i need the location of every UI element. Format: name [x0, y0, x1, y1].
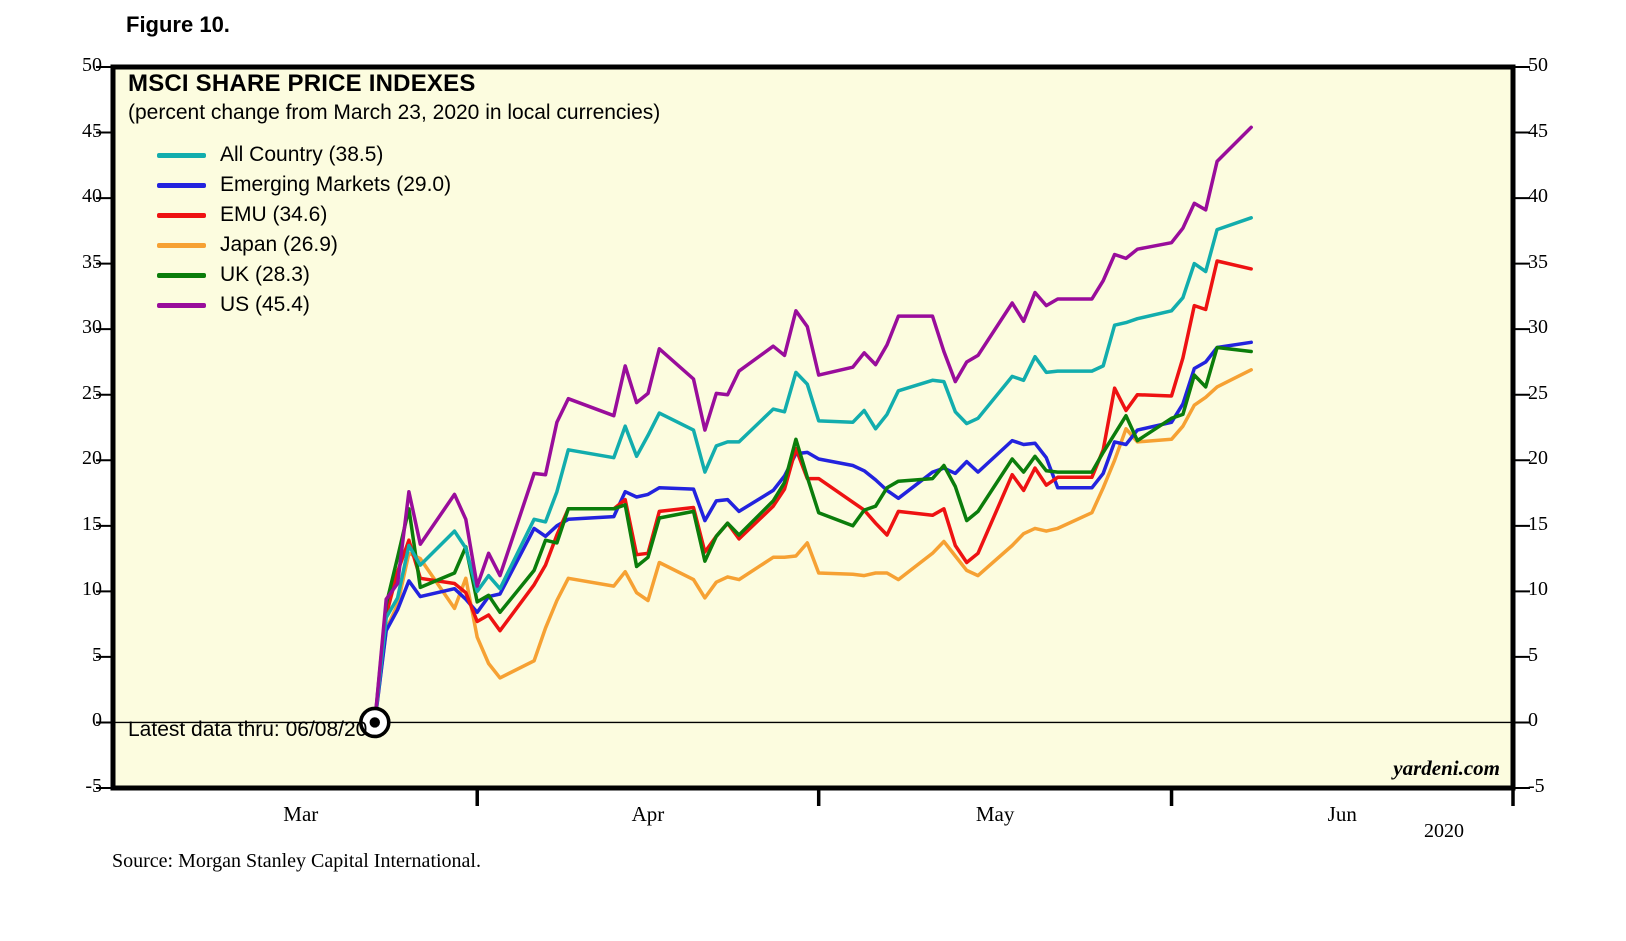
- chart-subtitle: (percent change from March 23, 2020 in l…: [128, 101, 661, 124]
- series-line-japan: [373, 368, 1253, 725]
- legend-swatch-emerging-markets: [157, 182, 206, 188]
- y-tick-label-left: 0: [92, 709, 102, 732]
- plot-background: [113, 67, 1513, 788]
- legend: All Country (38.5) Emerging Markets (29.0…: [157, 140, 451, 320]
- legend-item-all-country: All Country (38.5): [157, 140, 451, 170]
- y-tick-label-left: -5: [85, 775, 102, 797]
- legend-label: All Country (38.5): [220, 143, 384, 166]
- chart-title: MSCI SHARE PRICE INDEXES: [128, 70, 476, 97]
- y-tick-label-right: 15: [1528, 512, 1548, 535]
- legend-swatch-uk: [157, 272, 206, 278]
- x-month-label-mar: Mar: [283, 802, 319, 826]
- y-tick-label-right: -5: [1528, 775, 1545, 797]
- source-note: Source: Morgan Stanley Capital Internati…: [112, 850, 481, 872]
- legend-label: UK (28.3): [220, 263, 310, 286]
- legend-label: Emerging Markets (29.0): [220, 173, 452, 196]
- legend-item-emu: EMU (34.6): [157, 200, 451, 230]
- latest-data-note: Latest data thru: 06/08/20: [128, 718, 368, 741]
- series-line-us: [373, 125, 1253, 725]
- legend-swatch-all-country: [157, 152, 206, 158]
- legend-item-uk: UK (28.3): [157, 260, 451, 290]
- y-tick-label-right: 35: [1528, 250, 1548, 273]
- y-tick-label-right: 45: [1528, 119, 1548, 142]
- legend-item-emerging-markets: Emerging Markets (29.0): [157, 170, 451, 200]
- y-tick-label-right: 40: [1528, 185, 1548, 208]
- legend-swatch-us: [157, 302, 206, 308]
- y-tick-label-right: 0: [1528, 709, 1538, 732]
- anchor-marker-dot: [369, 717, 380, 728]
- yardeni-watermark: yardeni.com: [1393, 756, 1500, 780]
- y-tick-label-right: 20: [1528, 447, 1548, 470]
- x-month-label-apr: Apr: [631, 802, 665, 826]
- y-tick-label-right: 5: [1528, 643, 1538, 666]
- y-tick-label-left: 25: [82, 381, 102, 404]
- legend-label: US (45.4): [220, 293, 310, 316]
- series-line-uk: [373, 345, 1253, 725]
- y-tick-label-left: 10: [82, 578, 102, 601]
- y-tick-label-right: 30: [1528, 316, 1548, 339]
- legend-item-us: US (45.4): [157, 290, 451, 320]
- legend-item-japan: Japan (26.9): [157, 230, 451, 260]
- y-tick-label-left: 5: [92, 643, 102, 666]
- x-month-label-jun: Jun: [1327, 802, 1357, 826]
- legend-swatch-japan: [157, 242, 206, 248]
- plot-frame: [110, 64, 1516, 791]
- legend-label: Japan (26.9): [220, 233, 338, 256]
- y-tick-label-left: 30: [82, 316, 102, 339]
- y-tick-label-left: 50: [82, 54, 102, 76]
- y-tick-label-right: 25: [1528, 381, 1548, 404]
- y-tick-label-right: 50: [1528, 54, 1548, 76]
- y-tick-label-left: 45: [82, 119, 102, 142]
- figure-label: Figure 10.: [126, 12, 230, 37]
- series-line-emerging-markets: [373, 340, 1253, 725]
- legend-label: EMU (34.6): [220, 203, 328, 226]
- y-tick-label-left: 20: [82, 447, 102, 470]
- series-line-all-country: [373, 216, 1253, 725]
- y-tick-label-left: 35: [82, 250, 102, 273]
- x-axis-year-label: 2020: [1424, 820, 1464, 842]
- x-month-label-may: May: [975, 802, 1015, 826]
- y-tick-label-left: 40: [82, 185, 102, 208]
- y-tick-label-right: 10: [1528, 578, 1548, 601]
- y-tick-label-left: 15: [82, 512, 102, 535]
- legend-swatch-emu: [157, 212, 206, 218]
